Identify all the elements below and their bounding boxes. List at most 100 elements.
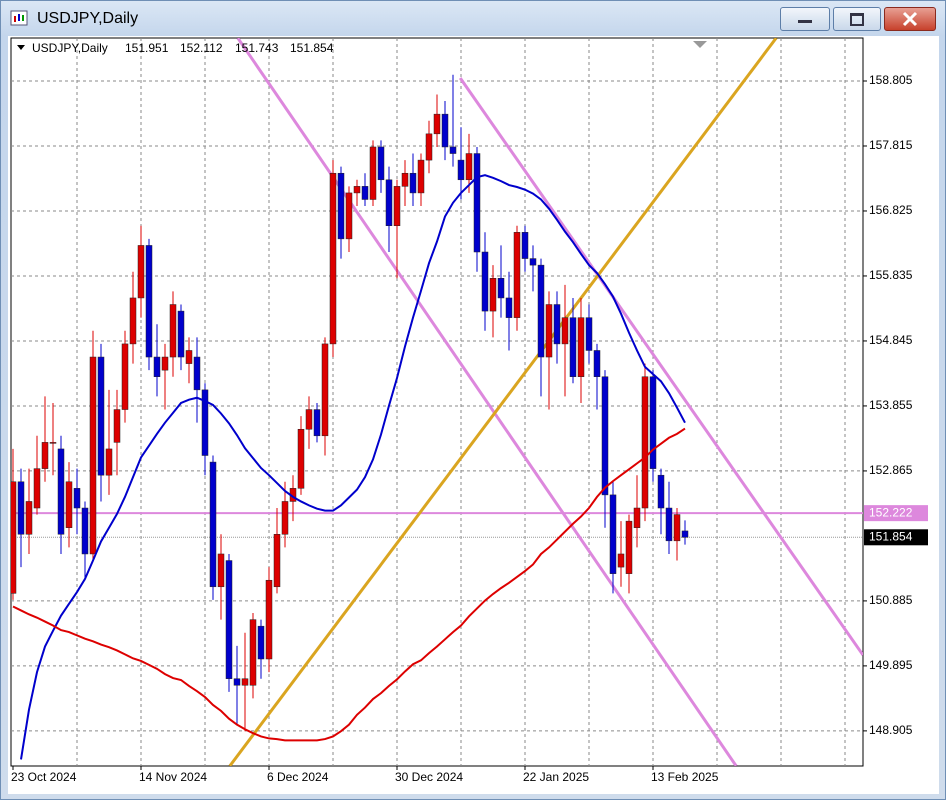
y-tick-label: 149.895 — [869, 658, 913, 672]
trend-line — [228, 38, 778, 766]
candle-body — [593, 350, 601, 377]
candle-body — [297, 428, 305, 489]
x-tick-label: 6 Dec 2024 — [267, 770, 329, 784]
candle-body — [313, 409, 321, 437]
candle-body — [241, 678, 249, 686]
candle-body — [577, 317, 585, 377]
candle-body — [353, 186, 361, 194]
candle-body — [193, 356, 201, 391]
axes: 158.805 157.815 156.825 155.835 154.845 153.8… — [11, 73, 928, 784]
y-tick-label: 158.805 — [869, 73, 913, 87]
candle-body — [505, 297, 513, 318]
candle-body — [145, 245, 153, 358]
current-price-box — [864, 529, 928, 546]
candle-body — [337, 172, 345, 240]
y-tick-label: 153.855 — [869, 398, 913, 412]
x-tick-label: 14 Nov 2024 — [139, 770, 207, 784]
candle-body — [561, 317, 569, 345]
moving-average — [12, 427, 686, 742]
candle-body — [177, 310, 185, 358]
candle-body — [377, 146, 385, 181]
candle-body — [169, 304, 177, 358]
y-tick-label: 155.835 — [869, 268, 913, 282]
candle-body — [265, 579, 273, 660]
candle-body — [625, 520, 633, 574]
y-tick-label: 157.815 — [869, 138, 913, 152]
hline-price-box — [864, 505, 928, 522]
title-bar: USDJPY,Daily — [1, 1, 945, 35]
candle-body — [529, 258, 537, 266]
candle-body — [673, 514, 681, 542]
candle-body — [553, 304, 561, 345]
symbol-label: USDJPY,Daily — [32, 41, 108, 55]
candle-body — [601, 376, 609, 496]
candle-body — [281, 501, 289, 535]
candle-body — [521, 232, 529, 259]
candle-body — [457, 159, 465, 181]
candle-body — [273, 534, 281, 588]
header-high: 152.112 — [180, 41, 223, 55]
candle-body — [609, 494, 617, 574]
candle-body — [657, 474, 665, 509]
candle-body — [473, 153, 481, 253]
y-tick-label: 150.885 — [869, 593, 913, 607]
candle-body — [89, 356, 97, 555]
minimize-button[interactable] — [780, 7, 830, 31]
candle-body — [65, 481, 73, 528]
candle-body — [393, 186, 401, 226]
candle-body — [17, 481, 25, 535]
candle-body — [633, 507, 641, 528]
candle-body — [617, 553, 625, 568]
x-tick-label: 22 Jan 2025 — [523, 770, 589, 784]
plot-area — [11, 38, 863, 766]
candle-body — [681, 530, 689, 538]
app-icon — [10, 10, 28, 26]
candle-body — [385, 179, 393, 226]
x-tick-label: 23 Oct 2024 — [11, 770, 77, 784]
candle-body — [665, 507, 673, 542]
candle-body — [425, 133, 433, 161]
candle-body — [409, 172, 417, 194]
candle-body — [497, 278, 505, 299]
close-button[interactable] — [884, 7, 936, 31]
candle-body — [225, 560, 233, 679]
candle-body — [441, 113, 449, 148]
candle-body — [649, 376, 657, 469]
candle-body — [11, 481, 17, 594]
header-low: 151.743 — [235, 41, 279, 55]
x-tick-label: 13 Feb 2025 — [651, 770, 719, 784]
window-title: USDJPY,Daily — [37, 10, 139, 27]
candle-body — [585, 317, 593, 351]
chart-background — [8, 36, 939, 794]
candle-body — [113, 409, 121, 443]
candle-body — [465, 153, 473, 181]
candle-body — [545, 304, 553, 358]
y-tick-label: 156.825 — [869, 203, 913, 217]
candle-body — [257, 625, 265, 660]
candle-body — [153, 356, 161, 377]
scroll-marker — [693, 41, 707, 48]
maximize-button[interactable] — [833, 7, 881, 31]
candle-body — [233, 678, 241, 686]
candle-body — [305, 409, 313, 430]
candle-body — [249, 619, 257, 686]
candle-body — [321, 343, 329, 437]
y-tick-label: 152.865 — [869, 463, 913, 477]
candle-body — [217, 553, 225, 588]
candle-body — [417, 159, 425, 194]
current-price-label: 151.854 — [869, 529, 913, 543]
candle-body — [185, 350, 193, 364]
candle-body — [129, 297, 137, 345]
moving-average — [20, 174, 686, 760]
candle-body — [97, 356, 105, 476]
trend-line — [458, 77, 863, 656]
candle-body — [201, 389, 209, 456]
candle-body — [361, 186, 369, 200]
chart: 158.805 157.815 156.825 155.835 154.845 153.8… — [8, 36, 939, 794]
candle-body — [329, 172, 337, 345]
candle-body — [73, 488, 81, 509]
candle-body — [369, 146, 377, 200]
candle-body — [209, 461, 217, 588]
hline-price-label: 152.222 — [869, 505, 913, 519]
